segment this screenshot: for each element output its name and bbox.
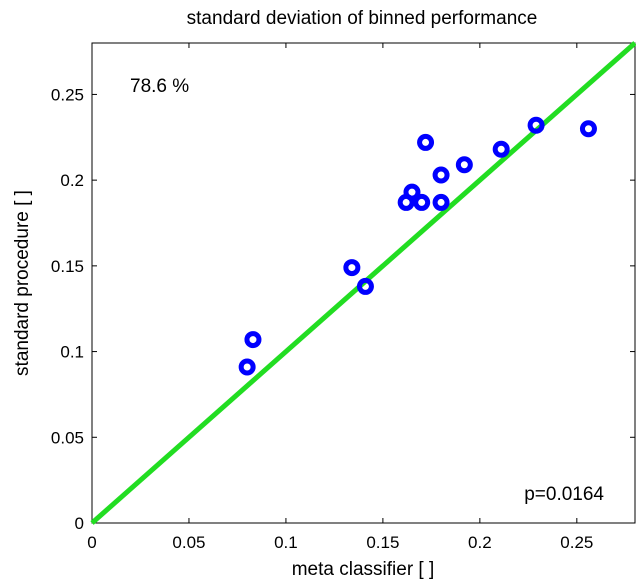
data-point	[455, 156, 473, 174]
accuracy-annotation: 78.6 %	[130, 76, 189, 97]
data-point	[432, 193, 450, 211]
x-tick-label: 0	[87, 533, 96, 552]
data-point	[356, 277, 374, 295]
data-point	[492, 140, 510, 158]
chart-title: standard deviation of binned performance	[187, 8, 538, 29]
y-tick-label: 0.15	[51, 257, 84, 276]
data-point	[244, 331, 262, 349]
data-point	[527, 116, 545, 134]
plot-frame	[91, 42, 636, 524]
x-tick-label: 0.1	[274, 533, 298, 552]
x-tick-label: 0.25	[560, 533, 593, 552]
data-point	[417, 133, 435, 151]
data-point	[579, 120, 597, 138]
points-layer	[238, 116, 597, 376]
data-point	[343, 259, 361, 277]
y-axis-label: standard procedure [ ]	[12, 190, 33, 376]
x-tick-label: 0.15	[366, 533, 399, 552]
data-point	[403, 183, 421, 201]
y-tick-label: 0.05	[51, 428, 84, 447]
x-tick-label: 0.2	[468, 533, 492, 552]
data-point	[238, 358, 256, 376]
x-axis-label: meta classifier [ ]	[292, 559, 435, 580]
data-point	[432, 166, 450, 184]
p-value-annotation: p=0.0164	[524, 484, 604, 505]
ticks-layer: 0 0.05 0.1 0.15 0.2 0.25 0 0.05 0.1 0.15 0.2 0.25	[51, 43, 635, 552]
y-tick-label: 0.2	[60, 171, 84, 190]
y-tick-label: 0	[75, 514, 84, 533]
y-tick-label: 0.1	[60, 343, 84, 362]
data-point	[413, 193, 431, 211]
x-tick-label: 0.05	[172, 533, 205, 552]
y-tick-label: 0.25	[51, 85, 84, 104]
